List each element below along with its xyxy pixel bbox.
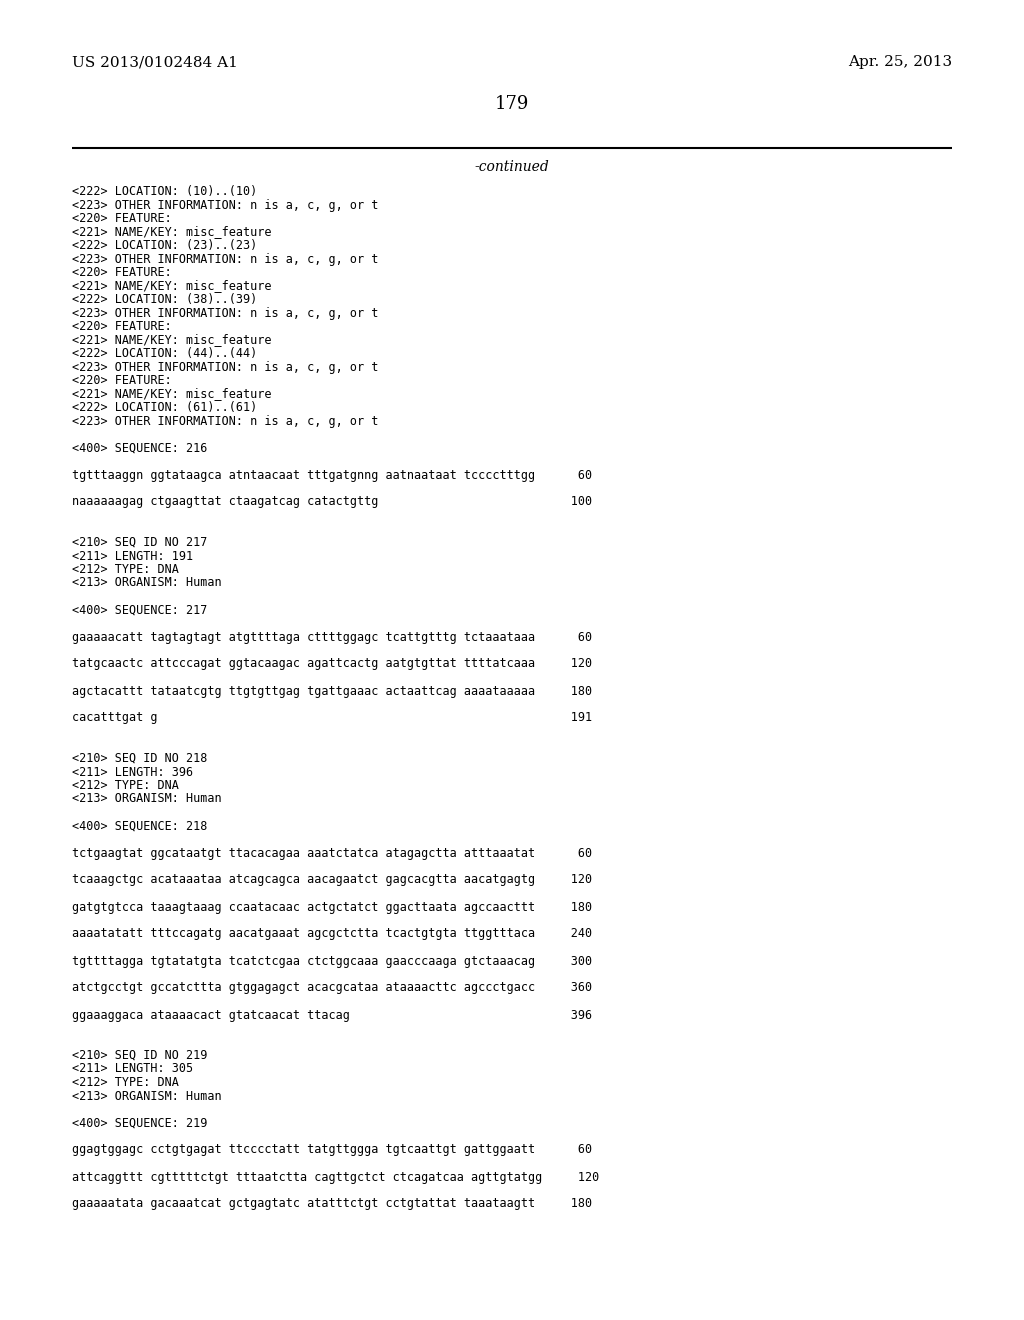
Text: tctgaagtat ggcataatgt ttacacagaa aaatctatca atagagctta atttaaatat      60: tctgaagtat ggcataatgt ttacacagaa aaatcta… <box>72 846 592 859</box>
Text: tgttttagga tgtatatgta tcatctcgaa ctctggcaaa gaacccaaga gtctaaacag     300: tgttttagga tgtatatgta tcatctcgaa ctctggc… <box>72 954 592 968</box>
Text: -continued: -continued <box>475 160 549 174</box>
Text: gatgtgtcca taaagtaaag ccaatacaac actgctatct ggacttaata agccaacttt     180: gatgtgtcca taaagtaaag ccaatacaac actgcta… <box>72 900 592 913</box>
Text: <210> SEQ ID NO 219: <210> SEQ ID NO 219 <box>72 1049 208 1063</box>
Text: naaaaaagag ctgaagttat ctaagatcag catactgttg                           100: naaaaaagag ctgaagttat ctaagatcag catactg… <box>72 495 592 508</box>
Text: <221> NAME/KEY: misc_feature: <221> NAME/KEY: misc_feature <box>72 334 271 346</box>
Text: gaaaaatata gacaaatcat gctgagtatc atatttctgt cctgtattat taaataagtt     180: gaaaaatata gacaaatcat gctgagtatc atatttc… <box>72 1197 592 1210</box>
Text: Apr. 25, 2013: Apr. 25, 2013 <box>848 55 952 69</box>
Text: ggagtggagc cctgtgagat ttcccctatt tatgttggga tgtcaattgt gattggaatt      60: ggagtggagc cctgtgagat ttcccctatt tatgttg… <box>72 1143 592 1156</box>
Text: <222> LOCATION: (23)..(23): <222> LOCATION: (23)..(23) <box>72 239 257 252</box>
Text: 179: 179 <box>495 95 529 114</box>
Text: <212> TYPE: DNA: <212> TYPE: DNA <box>72 1076 179 1089</box>
Text: aaaatatatt tttccagatg aacatgaaat agcgctctta tcactgtgta ttggtttaca     240: aaaatatatt tttccagatg aacatgaaat agcgctc… <box>72 928 592 940</box>
Text: <222> LOCATION: (38)..(39): <222> LOCATION: (38)..(39) <box>72 293 257 306</box>
Text: tatgcaactc attcccagat ggtacaagac agattcactg aatgtgttat ttttatcaaa     120: tatgcaactc attcccagat ggtacaagac agattca… <box>72 657 592 671</box>
Text: <220> FEATURE:: <220> FEATURE: <box>72 374 172 387</box>
Text: <223> OTHER INFORMATION: n is a, c, g, or t: <223> OTHER INFORMATION: n is a, c, g, o… <box>72 414 379 428</box>
Text: <223> OTHER INFORMATION: n is a, c, g, or t: <223> OTHER INFORMATION: n is a, c, g, o… <box>72 198 379 211</box>
Text: <212> TYPE: DNA: <212> TYPE: DNA <box>72 564 179 576</box>
Text: ggaaaggaca ataaaacact gtatcaacat ttacag                               396: ggaaaggaca ataaaacact gtatcaacat ttacag … <box>72 1008 592 1022</box>
Text: <213> ORGANISM: Human: <213> ORGANISM: Human <box>72 792 221 805</box>
Text: <400> SEQUENCE: 217: <400> SEQUENCE: 217 <box>72 603 208 616</box>
Text: attcaggttt cgtttttctgt tttaatctta cagttgctct ctcagatcaa agttgtatgg     120: attcaggttt cgtttttctgt tttaatctta cagttg… <box>72 1171 599 1184</box>
Text: US 2013/0102484 A1: US 2013/0102484 A1 <box>72 55 238 69</box>
Text: <211> LENGTH: 396: <211> LENGTH: 396 <box>72 766 194 779</box>
Text: <221> NAME/KEY: misc_feature: <221> NAME/KEY: misc_feature <box>72 280 271 293</box>
Text: <400> SEQUENCE: 216: <400> SEQUENCE: 216 <box>72 441 208 454</box>
Text: <400> SEQUENCE: 218: <400> SEQUENCE: 218 <box>72 820 208 833</box>
Text: <210> SEQ ID NO 218: <210> SEQ ID NO 218 <box>72 752 208 766</box>
Text: atctgcctgt gccatcttta gtggagagct acacgcataa ataaaacttc agccctgacc     360: atctgcctgt gccatcttta gtggagagct acacgca… <box>72 982 592 994</box>
Text: agctacattt tataatcgtg ttgtgttgag tgattgaaac actaattcag aaaataaaaa     180: agctacattt tataatcgtg ttgtgttgag tgattga… <box>72 685 592 697</box>
Text: <222> LOCATION: (61)..(61): <222> LOCATION: (61)..(61) <box>72 401 257 414</box>
Text: <223> OTHER INFORMATION: n is a, c, g, or t: <223> OTHER INFORMATION: n is a, c, g, o… <box>72 306 379 319</box>
Text: tgtttaaggn ggtataagca atntaacaat tttgatgnng aatnaataat tcccctttgg      60: tgtttaaggn ggtataagca atntaacaat tttgatg… <box>72 469 592 482</box>
Text: <222> LOCATION: (44)..(44): <222> LOCATION: (44)..(44) <box>72 347 257 360</box>
Text: <400> SEQUENCE: 219: <400> SEQUENCE: 219 <box>72 1117 208 1130</box>
Text: <220> FEATURE:: <220> FEATURE: <box>72 319 172 333</box>
Text: gaaaaacatt tagtagtagt atgttttaga cttttggagc tcattgtttg tctaaataaa      60: gaaaaacatt tagtagtagt atgttttaga cttttgg… <box>72 631 592 644</box>
Text: <220> FEATURE:: <220> FEATURE: <box>72 213 172 224</box>
Text: <223> OTHER INFORMATION: n is a, c, g, or t: <223> OTHER INFORMATION: n is a, c, g, o… <box>72 252 379 265</box>
Text: <213> ORGANISM: Human: <213> ORGANISM: Human <box>72 1089 221 1102</box>
Text: <223> OTHER INFORMATION: n is a, c, g, or t: <223> OTHER INFORMATION: n is a, c, g, o… <box>72 360 379 374</box>
Text: <210> SEQ ID NO 217: <210> SEQ ID NO 217 <box>72 536 208 549</box>
Text: tcaaagctgc acataaataa atcagcagca aacagaatct gagcacgtta aacatgagtg     120: tcaaagctgc acataaataa atcagcagca aacagaa… <box>72 874 592 887</box>
Text: <213> ORGANISM: Human: <213> ORGANISM: Human <box>72 577 221 590</box>
Text: <222> LOCATION: (10)..(10): <222> LOCATION: (10)..(10) <box>72 185 257 198</box>
Text: cacatttgat g                                                          191: cacatttgat g 191 <box>72 711 592 725</box>
Text: <221> NAME/KEY: misc_feature: <221> NAME/KEY: misc_feature <box>72 388 271 400</box>
Text: <211> LENGTH: 191: <211> LENGTH: 191 <box>72 549 194 562</box>
Text: <220> FEATURE:: <220> FEATURE: <box>72 267 172 279</box>
Text: <221> NAME/KEY: misc_feature: <221> NAME/KEY: misc_feature <box>72 226 271 239</box>
Text: <212> TYPE: DNA: <212> TYPE: DNA <box>72 779 179 792</box>
Text: <211> LENGTH: 305: <211> LENGTH: 305 <box>72 1063 194 1076</box>
